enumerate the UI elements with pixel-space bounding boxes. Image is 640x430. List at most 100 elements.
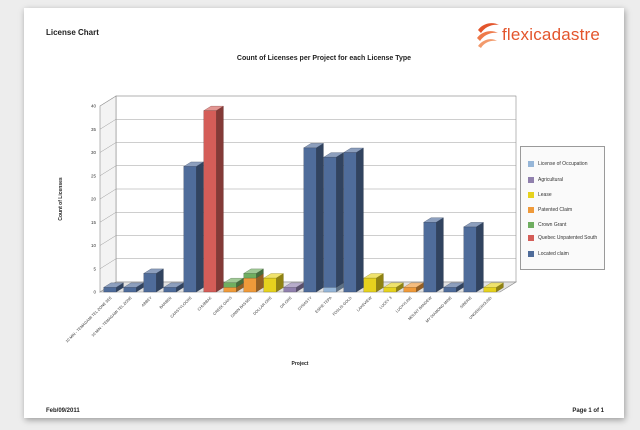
y-tick-label: 5 (93, 266, 96, 271)
report-title: License Chart (46, 28, 99, 37)
bar-top (423, 217, 444, 223)
legend-swatch (528, 222, 534, 228)
bar-side (216, 105, 224, 293)
x-tick-label: DYNASTY (297, 296, 313, 312)
bar (123, 287, 137, 293)
x-tick-label: CREEK OAKS (212, 296, 233, 317)
chart-title: Count of Licenses per Project for each L… (236, 55, 412, 62)
gridline (99, 142, 516, 153)
license-bar-chart: 0 5 10 15 20 25 30 35 40 10 MIN - TEMAGAMI TEL ZO… (58, 95, 518, 367)
x-tick-label: SIBERIE (459, 296, 473, 310)
bar (443, 287, 457, 293)
bar (203, 110, 217, 293)
bar (183, 166, 197, 293)
x-tick-label: DR ORE (279, 296, 293, 310)
legend-label: Located claim (538, 251, 569, 257)
legend-swatch (528, 192, 534, 198)
bar (363, 277, 377, 293)
bar-top (143, 268, 164, 274)
gridline (99, 165, 516, 176)
bar-top (103, 282, 124, 288)
legend-label: Lease (538, 192, 552, 198)
x-tick-label: 10 MIN - TEMAGAMI TEL ZONE (91, 296, 133, 338)
bar-top (243, 268, 264, 274)
bar-top (203, 106, 224, 111)
x-tick-label: BARBER (159, 296, 173, 310)
bar-side (316, 143, 324, 293)
bar-side (356, 147, 364, 293)
y-tick-label: 10 (91, 243, 97, 248)
bar (243, 273, 257, 279)
x-axis-title: Project (292, 361, 309, 367)
page-number: Page 1 of 1 (572, 408, 604, 414)
report-page: License Chart flexicadastre Count of Lic… (24, 8, 624, 418)
bar-top (223, 278, 244, 283)
x-tick-label: FOSLIS GOLD (332, 296, 353, 317)
bar-side (336, 152, 344, 288)
bar-top (383, 282, 404, 288)
y-tick-label: 25 (91, 173, 97, 178)
legend-label: Crown Grant (538, 222, 567, 228)
flexicadastre-logo: flexicadastre (476, 18, 621, 52)
legend-swatch (528, 161, 534, 167)
y-axis-title: Count of Licenses (58, 177, 64, 221)
bar-top (403, 282, 424, 288)
y-tick-label: 35 (91, 127, 97, 132)
bar (283, 287, 297, 293)
legend-swatch (528, 177, 534, 183)
x-tick-label: ABBEY (141, 296, 153, 308)
chart-legend: License of Occupation Agricultural Lease Pa… (520, 146, 605, 270)
logo-swoosh-icon (477, 23, 499, 48)
x-tick-label: DAWN BASSEN (230, 296, 253, 319)
x-tick-label: LUCKY 3 (379, 296, 393, 310)
x-tick-label: DOLLAR ORE (253, 296, 273, 316)
x-tick-label: ESPIE TEPA (314, 296, 333, 315)
bar-top (343, 147, 364, 153)
bar (263, 277, 277, 293)
legend-label: License of Occupation (538, 161, 588, 167)
bar-top (123, 282, 144, 288)
x-tick-label: CHUBBAK (197, 296, 213, 312)
bar-top (303, 143, 324, 149)
x-tick-label: UNDERGROUND (468, 296, 492, 320)
legend-label: Agricultural (538, 177, 564, 183)
y-tick-label: 15 (91, 220, 97, 225)
gridline (99, 95, 516, 107)
bar (343, 152, 357, 293)
bar-top (183, 161, 204, 167)
bar-top (463, 222, 484, 228)
bar (103, 287, 117, 293)
bar-top (483, 282, 504, 288)
bar-side (196, 161, 204, 293)
y-tick-label: 0 (93, 290, 96, 295)
gridline (99, 235, 516, 246)
bar (323, 287, 337, 293)
bar-side (436, 217, 444, 293)
bar-top (163, 282, 184, 288)
bar (483, 287, 497, 293)
bar-top (283, 282, 304, 288)
y-tick-label: 20 (91, 197, 97, 202)
bar (463, 226, 477, 293)
bar (243, 277, 257, 293)
x-tick-label: LUCKYLINE (395, 296, 413, 314)
legend-swatch (528, 251, 534, 257)
bar-side (476, 222, 484, 293)
bar (223, 287, 237, 293)
logo-text: flexicadastre (502, 25, 601, 44)
legend-label: Patented Claim (538, 207, 573, 213)
gridline (99, 188, 516, 200)
gridline (99, 119, 516, 130)
gridline (99, 212, 516, 223)
bar-top (263, 273, 284, 279)
bar-top (443, 282, 464, 288)
x-tick-label: LAKEVIEW (356, 296, 373, 313)
bar-top (363, 273, 384, 279)
bar (423, 222, 437, 293)
bar (383, 287, 397, 293)
legend-label: Quebec Unpatented South (538, 235, 598, 241)
gridline (99, 258, 516, 269)
bar (323, 156, 337, 288)
bar (223, 282, 237, 288)
